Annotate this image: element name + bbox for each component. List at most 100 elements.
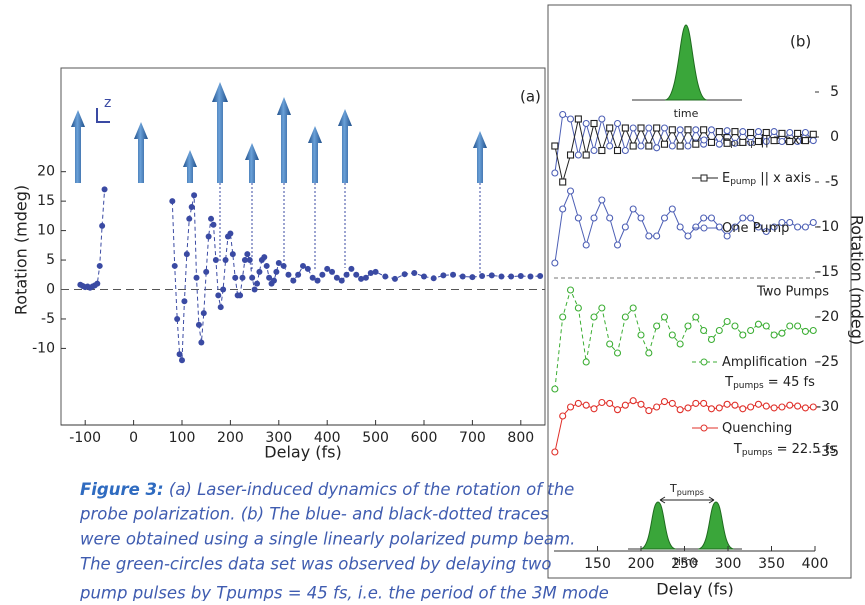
point [622,125,628,131]
point [724,401,730,407]
point [552,143,558,149]
point [669,400,675,406]
point [575,400,581,406]
point [469,274,475,280]
point [421,274,427,280]
y-tick-label: 0 [46,282,55,298]
note-symbol: T [724,375,733,390]
legend-label: Epump || x axis [722,171,811,187]
x-axis-label: Delay (fs) [656,580,733,599]
point [583,242,589,248]
point [583,359,589,365]
x-tick-label: 200 [628,556,655,572]
caption-line: probe polarization. (b) The blue- and bl… [79,505,549,524]
point [630,125,636,131]
point [552,260,558,266]
point [244,251,250,257]
point [599,305,605,311]
y-tick-label: 20 [37,164,55,180]
point [787,402,793,408]
point [638,215,644,221]
point [198,340,204,346]
point [708,406,714,412]
point [411,270,417,276]
point [599,116,605,122]
y-tick-label: -30 [816,399,839,415]
point [771,138,777,144]
point [740,139,746,145]
point [763,323,769,329]
point [319,272,325,278]
point [685,233,691,239]
y-tick-label: 5 [830,84,839,100]
point [252,287,258,293]
pump-markers [220,183,480,277]
point [779,130,785,136]
y-axis-label: Rotation (mdeg) [848,215,865,345]
point [560,179,566,185]
x-tick-label: 300 [715,556,742,572]
point [661,314,667,320]
point [261,254,267,260]
point [787,323,793,329]
y-tick-label: -15 [816,264,839,280]
point [763,403,769,409]
point [810,131,816,137]
point [708,215,714,221]
point [795,323,801,329]
point [661,125,667,131]
legend-label: Quenching [722,421,792,436]
x-tick-label: 500 [362,430,389,446]
point [693,400,699,406]
caption-line: The green-circles data set was observed … [80,555,551,574]
point [638,401,644,407]
point [560,206,566,212]
x-tick-label: 600 [411,430,438,446]
point [99,223,105,229]
point [552,386,558,392]
point [230,251,236,257]
point [708,337,714,343]
point [575,116,581,122]
point [295,272,301,278]
point [810,404,816,410]
point [172,263,178,269]
y-tick-label: -5 [825,174,839,190]
point [329,269,335,275]
legend-note: Tpumps = 22.5 fs [733,442,836,458]
point [795,224,801,230]
y-tick-label: -10 [816,219,839,235]
y-tick-label: 15 [37,193,55,209]
caption-text: (a) Laser-induced dynamics of the rotati… [164,480,575,499]
point [693,314,699,320]
x-tick-label: 800 [507,430,534,446]
point [646,233,652,239]
point [802,224,808,230]
point [630,143,636,149]
note-rest: = 45 fs [764,375,815,390]
point [615,242,621,248]
point [795,403,801,409]
point [748,404,754,410]
point [213,257,219,263]
point [685,405,691,411]
point [654,145,660,151]
point [685,127,691,133]
point [305,266,311,272]
point [802,405,808,411]
point [363,275,369,281]
y-tick-label: 0 [830,129,839,145]
point [227,231,233,237]
point [677,127,683,133]
point [186,216,192,222]
point [654,323,660,329]
point [724,319,730,325]
point [508,274,514,280]
x-tick-label: 150 [584,556,611,572]
point [661,215,667,221]
point [654,233,660,239]
y-axis-label: Rotation (mdeg) [12,185,31,315]
point [450,272,456,278]
point [795,130,801,136]
